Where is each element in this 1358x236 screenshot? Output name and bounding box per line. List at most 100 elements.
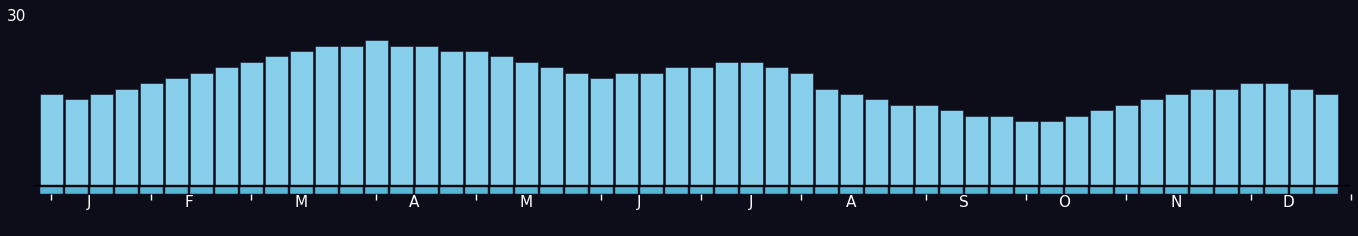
Bar: [215, 67, 238, 185]
Bar: [90, 94, 113, 185]
Text: O: O: [1058, 195, 1070, 210]
Bar: [1215, 89, 1237, 185]
Bar: [1165, 94, 1188, 185]
Text: D: D: [1283, 195, 1294, 210]
Bar: [190, 187, 213, 194]
Bar: [215, 187, 238, 194]
Bar: [790, 73, 813, 185]
Bar: [39, 94, 62, 185]
Bar: [889, 187, 913, 194]
Bar: [565, 73, 588, 185]
Bar: [490, 56, 513, 185]
Bar: [990, 187, 1013, 194]
Bar: [289, 187, 312, 194]
Bar: [1290, 89, 1313, 185]
Text: J: J: [750, 195, 754, 210]
Bar: [940, 110, 963, 185]
Text: S: S: [959, 195, 968, 210]
Bar: [315, 187, 338, 194]
Bar: [464, 187, 488, 194]
Bar: [1264, 83, 1287, 185]
Bar: [865, 187, 888, 194]
Bar: [790, 187, 813, 194]
Bar: [839, 187, 862, 194]
Bar: [289, 51, 312, 185]
Bar: [416, 46, 437, 185]
Bar: [1040, 121, 1063, 185]
Bar: [640, 73, 663, 185]
Text: A: A: [409, 195, 420, 210]
Bar: [714, 62, 737, 185]
Bar: [365, 187, 388, 194]
Bar: [440, 187, 463, 194]
Bar: [765, 67, 788, 185]
Bar: [1240, 187, 1263, 194]
Bar: [140, 83, 163, 185]
Bar: [416, 187, 437, 194]
Bar: [1139, 187, 1162, 194]
Bar: [65, 187, 88, 194]
Bar: [589, 78, 612, 185]
Bar: [1014, 187, 1038, 194]
Bar: [1089, 187, 1112, 194]
Bar: [990, 116, 1013, 185]
Bar: [140, 187, 163, 194]
Bar: [1065, 187, 1088, 194]
Bar: [915, 187, 938, 194]
Bar: [490, 187, 513, 194]
Bar: [839, 94, 862, 185]
Bar: [265, 56, 288, 185]
Bar: [65, 100, 88, 185]
Bar: [1089, 110, 1112, 185]
Bar: [115, 89, 139, 185]
Bar: [1240, 83, 1263, 185]
Bar: [889, 105, 913, 185]
Bar: [964, 187, 987, 194]
Bar: [340, 46, 363, 185]
Bar: [540, 187, 562, 194]
Bar: [1315, 94, 1338, 185]
Bar: [464, 51, 488, 185]
Bar: [440, 51, 463, 185]
Bar: [1190, 89, 1213, 185]
Bar: [39, 187, 62, 194]
Bar: [1264, 187, 1287, 194]
Bar: [815, 89, 838, 185]
Bar: [390, 46, 413, 185]
Text: A: A: [846, 195, 857, 210]
Bar: [1040, 187, 1063, 194]
Bar: [1115, 187, 1138, 194]
Bar: [690, 187, 713, 194]
Bar: [515, 62, 538, 185]
Bar: [940, 187, 963, 194]
Bar: [1165, 187, 1188, 194]
Bar: [240, 187, 263, 194]
Bar: [615, 187, 638, 194]
Bar: [1139, 100, 1162, 185]
Bar: [1315, 187, 1338, 194]
Bar: [865, 100, 888, 185]
Bar: [765, 187, 788, 194]
Text: J: J: [87, 195, 91, 210]
Bar: [615, 73, 638, 185]
Bar: [1190, 187, 1213, 194]
Bar: [565, 187, 588, 194]
Bar: [265, 187, 288, 194]
Bar: [740, 187, 763, 194]
Bar: [665, 187, 689, 194]
Text: M: M: [295, 195, 308, 210]
Bar: [1290, 187, 1313, 194]
Bar: [164, 187, 187, 194]
Bar: [714, 187, 737, 194]
Bar: [1115, 105, 1138, 185]
Text: N: N: [1171, 195, 1181, 210]
Bar: [365, 40, 388, 185]
Bar: [915, 105, 938, 185]
Bar: [964, 116, 987, 185]
Bar: [815, 187, 838, 194]
Bar: [315, 46, 338, 185]
Bar: [1014, 121, 1038, 185]
Bar: [340, 187, 363, 194]
Bar: [640, 187, 663, 194]
Text: F: F: [185, 195, 193, 210]
